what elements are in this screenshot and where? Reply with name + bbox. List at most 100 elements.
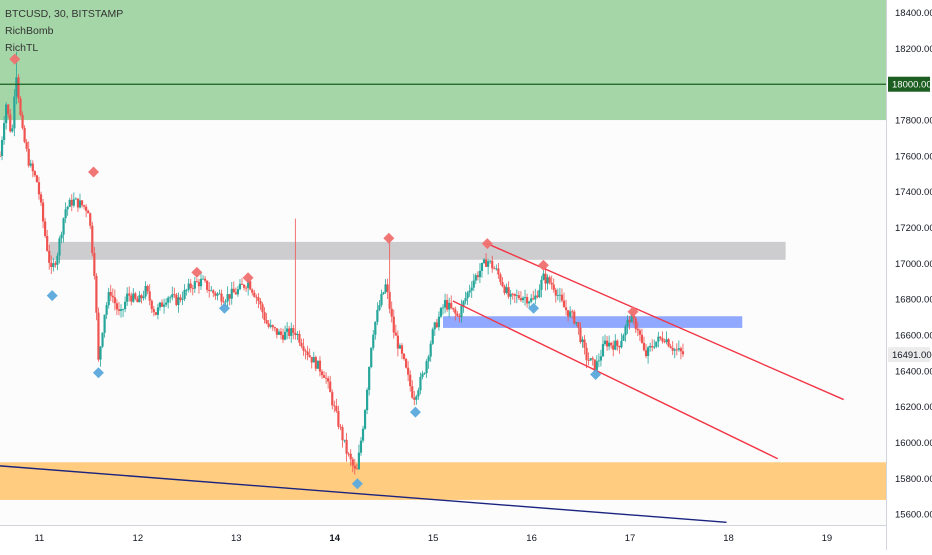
candle-body [427, 356, 430, 362]
y-tick-label: 16600.00 [895, 331, 932, 342]
candle-body [95, 275, 98, 313]
candle-body [279, 331, 283, 336]
candle-body [335, 406, 338, 412]
candle-body [608, 342, 611, 347]
candle-body [203, 278, 207, 281]
y-tick-label: 15800.00 [895, 474, 932, 485]
candle-body [382, 292, 385, 294]
candle-body [593, 359, 596, 371]
candle-body [138, 295, 141, 303]
candle-body [655, 341, 658, 347]
y-tick-label: 17200.00 [895, 223, 932, 234]
candle-body [525, 296, 529, 304]
x-tick-label: 13 [231, 533, 242, 544]
candle-body [181, 298, 184, 300]
candle-body [507, 287, 510, 297]
x-tick-label: 12 [133, 533, 144, 544]
candle-body [407, 367, 410, 375]
candle-body [448, 302, 451, 310]
candle-body [240, 283, 244, 285]
candle-body [665, 339, 668, 343]
candle-body [292, 328, 295, 333]
candle-body [68, 199, 71, 207]
level-price-label: 18000.00 [892, 80, 932, 91]
candle-body [216, 293, 219, 296]
candle-body [318, 360, 322, 372]
candle-body [423, 373, 426, 374]
candle-body [505, 287, 508, 293]
candle-body [575, 322, 578, 324]
candle-body [17, 77, 20, 99]
low-marker [46, 290, 58, 302]
y-tick-label: 16000.00 [895, 438, 932, 449]
candle-body [302, 346, 305, 351]
candle-body [60, 234, 63, 239]
legend-indicator-richtl[interactable]: RichTL [5, 42, 39, 54]
candle-body [167, 297, 170, 303]
candle-body [646, 347, 650, 357]
candle-body [546, 277, 549, 284]
candle-body [610, 342, 613, 346]
candle-body [343, 439, 346, 441]
candle-body [372, 334, 375, 348]
candle-body [234, 292, 237, 295]
trendline-channel-bottom[interactable] [452, 300, 779, 460]
candle-body [435, 322, 438, 328]
candle-body [622, 335, 625, 341]
legend-symbol[interactable]: BTCUSD, 30, BITSTAMP [5, 8, 124, 20]
candle-body [152, 309, 155, 313]
candle-body [374, 321, 377, 335]
candle-body [316, 360, 319, 369]
candle-body [349, 453, 352, 460]
candle-body [66, 206, 69, 210]
legend-indicator-richbomb[interactable]: RichBomb [5, 25, 54, 37]
candle-body [564, 307, 568, 311]
time-axis[interactable] [0, 525, 886, 550]
candle-body [630, 314, 633, 323]
candle-body [626, 319, 629, 327]
candle-body [171, 294, 174, 298]
candle-body [41, 202, 45, 222]
candle-body [306, 351, 309, 356]
candle-body [210, 290, 213, 292]
candle-body [409, 374, 412, 387]
candle-body [446, 300, 449, 310]
candle-body [359, 440, 363, 453]
candle-body [612, 345, 615, 350]
current-price-label-bg [888, 347, 930, 363]
candle-body [333, 405, 336, 407]
candle-body [62, 218, 65, 235]
candle-body [380, 293, 383, 306]
candle-body [80, 200, 84, 206]
high-marker [191, 266, 203, 278]
trendline-channel-top[interactable] [487, 243, 844, 401]
candle-body [290, 328, 293, 336]
trendline-long-trend[interactable] [0, 465, 727, 524]
candle-body [386, 284, 389, 292]
candle-body [275, 328, 278, 335]
candle-body [443, 300, 447, 308]
candle-body [109, 292, 112, 296]
candle-body [649, 345, 652, 348]
candle-body [144, 286, 147, 297]
candle-body [70, 199, 73, 206]
candle-body [363, 410, 367, 429]
candle-body [624, 326, 627, 336]
low-marker [590, 368, 602, 380]
candle-body [540, 279, 543, 290]
candle-body [140, 295, 143, 299]
candle-body [169, 297, 172, 299]
high-marker [383, 232, 395, 244]
candle-body [201, 278, 205, 280]
candle-body [187, 283, 190, 290]
candle-body [429, 343, 432, 357]
candle-body [425, 361, 428, 374]
candle-body [308, 355, 311, 357]
candle-body [462, 301, 465, 306]
x-tick-label: 19 [822, 533, 833, 544]
candle-body [400, 345, 404, 354]
candle-body [251, 289, 254, 293]
candle-body [267, 323, 270, 327]
